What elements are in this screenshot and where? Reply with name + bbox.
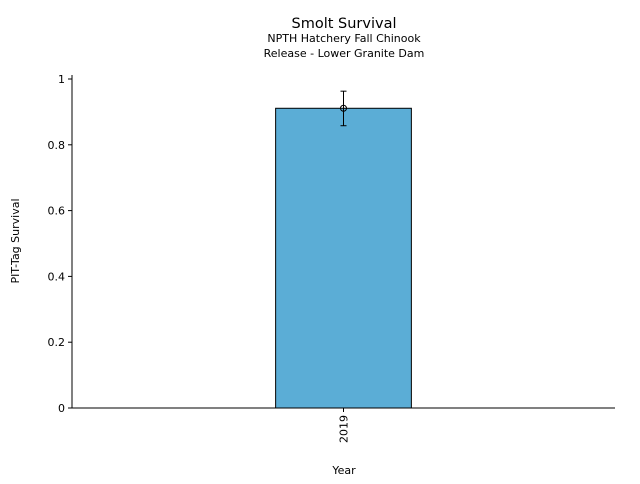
y-tick-label: 1 [58,73,65,86]
bar [275,107,412,409]
x-tick-label: 2019 [338,415,351,443]
y-tick-label: 0.4 [48,270,66,283]
y-tick-label: 0.2 [48,336,66,349]
chart-title: Smolt Survival [292,16,397,32]
y-tick-label: 0.6 [48,205,66,218]
mean-marker [340,104,347,112]
chart-subtitle-1: NPTH Hatchery Fall Chinook [267,32,421,45]
x-axis-label: Year [331,464,356,477]
y-axis-label: PIT-Tag Survival [9,198,22,283]
chart-subtitle-2: Release - Lower Granite Dam [264,47,425,60]
y-tick-label: 0 [58,402,65,415]
y-tick-label: 0.8 [48,139,66,152]
